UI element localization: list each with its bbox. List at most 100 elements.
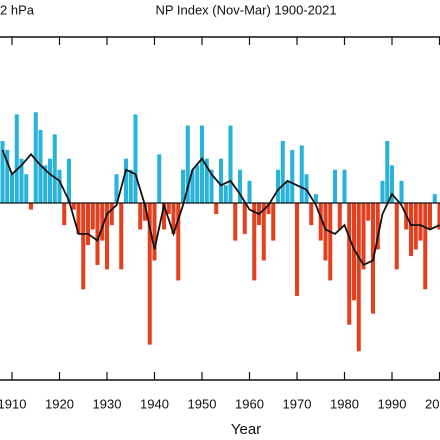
bar [204,158,209,203]
bar [161,202,167,230]
bar [133,114,138,203]
bar [380,180,385,203]
x-tick-label: 1970 [283,396,312,411]
bar [147,202,152,345]
bar [19,158,24,203]
bar [418,202,423,241]
bar [356,202,361,352]
bar [413,202,418,250]
bar [142,202,148,221]
bar [280,141,285,203]
bar [171,202,176,234]
bar [152,202,157,261]
bar [252,202,257,281]
bar [271,202,276,241]
bar [180,169,186,203]
bar [437,202,440,230]
x-tick-label: 1930 [93,396,122,411]
bar [138,202,143,230]
bar [14,114,19,203]
bar [214,202,219,215]
bar [114,174,119,203]
bar [85,202,91,246]
x-tick-label: 1940 [140,396,169,411]
bar [323,202,328,261]
bar [332,169,338,203]
bar [294,202,300,296]
bar [119,202,124,270]
bar [351,202,357,301]
bar [290,149,295,203]
x-tick-label: 1990 [378,396,407,411]
x-tick-label: 2000 [425,396,440,411]
bar [52,134,57,203]
x-tick-label: 1910 [0,396,26,411]
bar [0,141,5,203]
bar [81,202,86,290]
bar [261,202,266,261]
bar [309,202,314,226]
units-label: 2 hPa [0,2,35,17]
bar [57,169,62,203]
bar [123,158,129,203]
bar [423,202,428,290]
bar [375,202,380,250]
bar [389,165,395,203]
bar [5,149,10,203]
bar [337,202,342,230]
bar [304,174,309,203]
bar [47,158,53,203]
bar [342,169,347,203]
bar [76,202,81,234]
bar [385,141,390,203]
bar [266,202,271,215]
bar [190,169,195,203]
smoothed-line [1,149,440,267]
bar [237,169,243,203]
chart-title: NP Index (Nov-Mar) 1900-2021 [155,2,336,17]
bar [62,202,67,226]
bar [361,202,366,270]
x-tick-label: 1950 [188,396,217,411]
bar [408,202,414,257]
bar [218,158,224,203]
bar [247,180,252,203]
bar [432,194,437,203]
x-tick-label: 1980 [330,396,359,411]
bar [318,202,323,241]
x-axis-label: Year [231,421,261,438]
bar [71,202,76,210]
bar [347,202,352,325]
bar [195,165,200,203]
bar [166,202,171,215]
bar [33,112,38,203]
x-tick-label: 1920 [45,396,74,411]
bar [176,202,181,281]
bar [109,202,114,226]
bar [313,194,319,203]
bar [100,202,105,241]
bar [128,169,133,203]
x-tick-label: 1960 [235,396,264,411]
bar [299,145,304,203]
bar [394,202,399,270]
bar [9,174,15,203]
bar [228,125,233,203]
bar [223,185,228,203]
bar [28,202,34,210]
bar [242,202,247,234]
bar [104,202,110,270]
bar [157,154,162,203]
bar [199,125,205,203]
bar [233,202,238,241]
bar [24,174,29,203]
bar [427,202,433,230]
bar [66,158,72,203]
bar [90,202,95,230]
bar [185,125,190,203]
bar [275,169,281,203]
bar [285,180,290,203]
bar [43,165,48,203]
bar [399,180,404,203]
